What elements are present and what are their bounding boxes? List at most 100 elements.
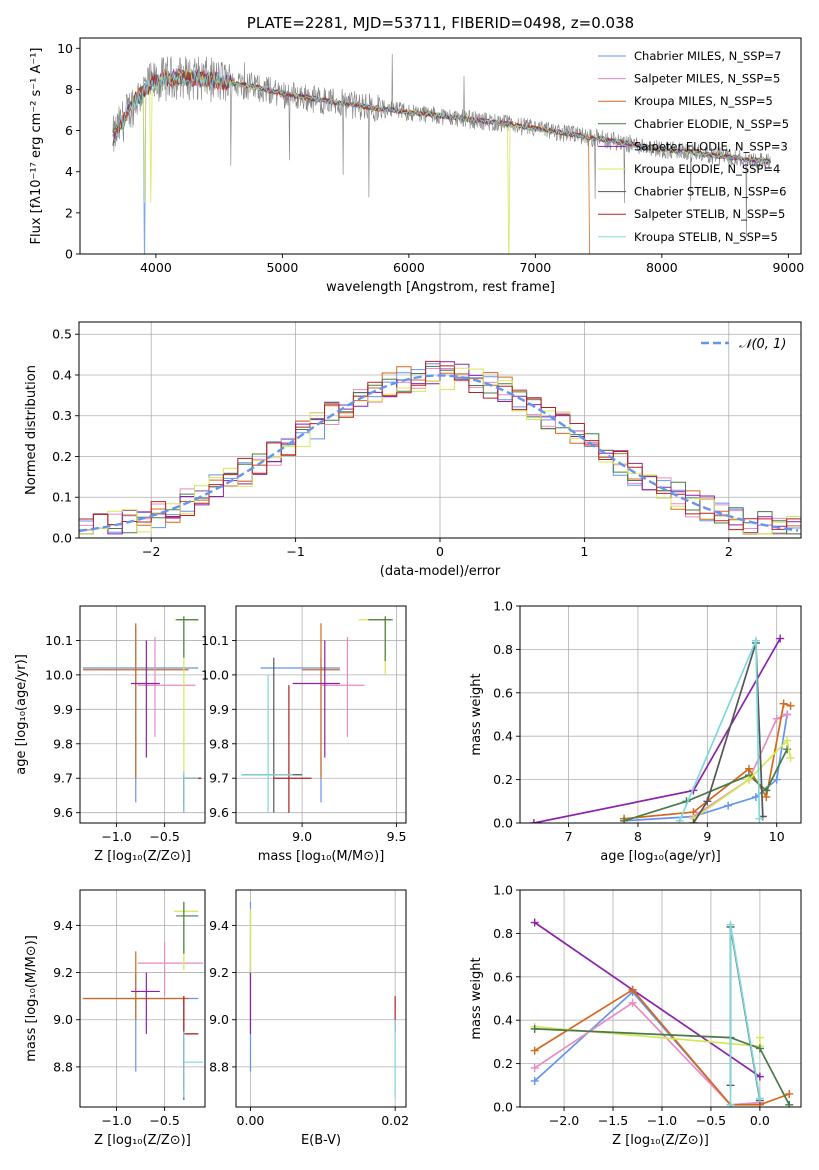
y-tick-label: 9.7	[209, 771, 229, 786]
mass-weight-marker	[772, 775, 781, 784]
residuals-plot-area	[79, 360, 801, 535]
mass-weight-marker	[744, 775, 753, 784]
x-tick-label: 9.0	[292, 829, 312, 844]
residuals-chart: −2 −1 0 1 2 0.0 0.1 0.2 0.3 0.4 0.5 (data-model)/er…	[24, 321, 802, 579]
axes-frame	[235, 889, 407, 1108]
z_vs_age-plot-area	[82, 616, 202, 813]
y-tick-label: 0.4	[493, 729, 513, 744]
x-tick-label: 0	[436, 544, 444, 559]
residual-histogram	[79, 367, 801, 535]
x-tick-label: 7	[565, 829, 573, 844]
error-bar-point	[82, 623, 189, 779]
mass-weight-marker	[726, 920, 735, 929]
x-tick-label: 1	[580, 544, 588, 559]
spectrum-chart: 4000 5000 6000 7000 8000 9000 0 2 4 6 8 10 wavelengt…	[29, 14, 804, 295]
mass-weight-line	[693, 738, 792, 820]
z_vs_weight-plot-area	[530, 918, 794, 1107]
y-tick-label: 1.0	[493, 599, 513, 614]
mass-weight-marker	[628, 985, 637, 994]
mass-weight-marker	[530, 1063, 539, 1072]
y-axis-label: Normed distribution	[24, 365, 39, 495]
legend-entry: Salpeter ELODIE, N_SSP=3	[634, 139, 788, 153]
error-bar-point	[183, 771, 199, 813]
error-bar-point	[183, 1031, 204, 1098]
legend-entry: 𝒩(0, 1)	[739, 337, 786, 352]
mass-weight-marker	[530, 1076, 539, 1085]
x-tick-label: 9000	[772, 260, 804, 275]
mass-weight-marker	[783, 745, 792, 754]
mass-weight-marker	[530, 918, 539, 927]
gaussian-curve	[79, 374, 799, 533]
y-tick-label: 0.6	[493, 685, 513, 700]
x-tick-label: −2.0	[549, 1113, 579, 1128]
x-tick-label: −1	[286, 544, 304, 559]
y-tick-label: 9.4	[209, 918, 229, 933]
mass-weight-line	[534, 1001, 760, 1106]
x-tick-label: 0.0	[750, 1113, 770, 1128]
axes-frame	[519, 605, 802, 824]
legend-entry: Chabrier MILES, N_SSP=7	[634, 49, 781, 63]
y-tick-label: 8.8	[53, 1059, 73, 1074]
mass-weight-marker	[786, 753, 795, 762]
x-tick-label: −1.0	[647, 1113, 677, 1128]
mass-weight-marker	[779, 699, 788, 708]
y-tick-label: 0	[65, 247, 73, 262]
y-tick-label: 9.2	[209, 965, 229, 980]
y-tick-label: 10.1	[45, 633, 73, 648]
y-tick-label: 0.0	[493, 816, 513, 831]
y-tick-label: 10.0	[201, 667, 229, 682]
ebv_vs_mass-chart: 0.00 0.02 8.8 9.0 9.2 9.4 E(B-V)	[209, 889, 409, 1148]
y-tick-label: 4	[65, 164, 73, 179]
y-axis-label: mass [log₁₀(M/M⊙)]	[24, 935, 39, 1062]
y-axis-label: age [log₁₀(age/yr)]	[14, 654, 29, 775]
mass_vs_age-chart: 9.0 9.5 9.6 9.7 9.8 9.9 10.0 10.1 mass [log₁₀(M/…	[201, 605, 407, 864]
y-tick-label: 9.4	[53, 918, 73, 933]
mass-weight-marker	[689, 819, 698, 823]
x-tick-label: 7000	[519, 260, 551, 275]
y-tick-label: 1.0	[493, 883, 513, 898]
x-tick-label: 0.00	[237, 1113, 265, 1128]
x-tick-label: 0.02	[381, 1113, 409, 1128]
error-bar-point	[176, 616, 199, 658]
mass-weight-marker	[755, 1033, 764, 1042]
y-tick-label: 0.2	[493, 1056, 513, 1071]
mass-weight-marker	[786, 701, 795, 710]
z_vs_mass-chart: −1.0 −0.5 8.8 9.0 9.2 9.4 Z [log₁₀(Z/Z⊙)] mass …	[24, 889, 206, 1148]
y-tick-label: 0.1	[52, 490, 72, 505]
y-tick-label: 0.2	[52, 449, 72, 464]
axes-frame	[79, 37, 802, 255]
y-tick-label: 8	[65, 82, 73, 97]
mass-weight-marker	[785, 1089, 794, 1098]
mass-weight-marker	[772, 714, 781, 723]
x-axis-label: Z [log₁₀(Z/Z⊙)]	[94, 1133, 191, 1148]
y-tick-label: 0.6	[493, 969, 513, 984]
y-tick-label: 9.6	[209, 805, 229, 820]
error-bar-point	[137, 941, 204, 997]
x-tick-label: 2	[725, 544, 733, 559]
mass-weight-marker	[530, 1046, 539, 1055]
error-bar-point	[130, 640, 160, 758]
axes-frame	[78, 321, 802, 539]
x-tick-label: −0.5	[149, 829, 179, 844]
y-axis-label: mass weight	[469, 957, 484, 1039]
y-tick-label: 9.8	[53, 736, 73, 751]
y-tick-label: 9.9	[209, 702, 229, 717]
legend-entry: Chabrier STELIB, N_SSP=6	[634, 185, 786, 199]
error-bar-point	[273, 685, 312, 813]
mass-weight-marker	[726, 1100, 735, 1107]
x-tick-label: −1.0	[101, 829, 131, 844]
y-tick-label: 9.2	[53, 965, 73, 980]
x-tick-label: 9.5	[387, 829, 407, 844]
x-axis-label: age [log₁₀(age/yr)]	[600, 849, 721, 864]
error-bar-point	[82, 951, 189, 1020]
spectrum-plot-area	[112, 53, 771, 254]
error-bar-point	[321, 637, 365, 737]
x-tick-label: −0.5	[149, 1113, 179, 1128]
mass-weight-marker	[755, 1094, 764, 1103]
x-tick-label: 8000	[646, 260, 678, 275]
axes-frame	[79, 605, 206, 824]
z_vs_mass-plot-area	[82, 901, 204, 1100]
y-tick-label: 0.8	[493, 642, 513, 657]
mass_vs_age-plot-area	[241, 616, 393, 813]
